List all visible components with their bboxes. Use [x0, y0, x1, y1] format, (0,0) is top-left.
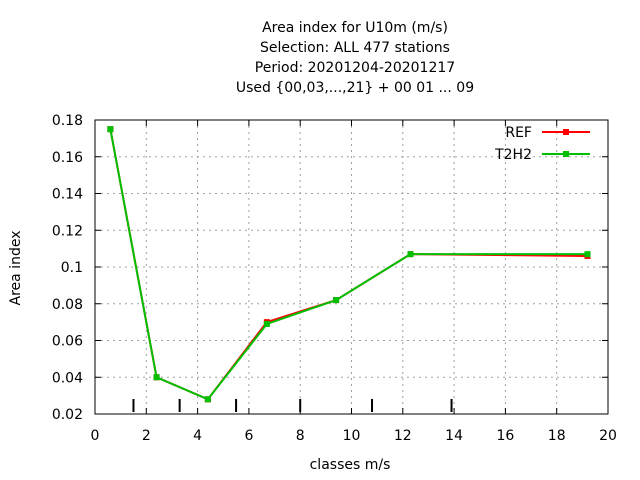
x-tick-label: 14: [445, 428, 463, 444]
plot-area-border: [94, 119, 609, 415]
series-t2h2: [107, 126, 591, 403]
data-point: [584, 251, 591, 258]
y-axis-label: Area index: [8, 230, 24, 306]
legend-entry-t2h2: T2H2: [494, 147, 590, 163]
y-tick-label: 0.1: [61, 260, 83, 276]
data-point: [204, 396, 211, 403]
x-tick-label: 6: [244, 428, 253, 444]
x-tick-label: 18: [548, 428, 566, 444]
x-tick-label: 16: [496, 428, 514, 444]
y-tick-label: 0.16: [52, 150, 83, 166]
series-line: [109, 129, 588, 401]
data-point: [263, 320, 270, 327]
y-tick-label: 0.18: [52, 113, 83, 129]
data-point: [107, 126, 114, 133]
chart-title-line-4: Used {00,03,...,21} + 00 01 ... 09: [235, 80, 475, 96]
data-point: [407, 251, 414, 258]
y-tick-label: 0.02: [52, 407, 83, 423]
y-tick-label: 0.14: [52, 187, 83, 203]
x-tick-label: 10: [343, 428, 361, 444]
legend-label: T2H2: [494, 147, 532, 163]
y-tick-label: 0.06: [52, 334, 83, 350]
y-tick-label: 0.04: [52, 370, 83, 386]
y-tick-label: 0.08: [52, 297, 83, 313]
chart-title-line-3: Period: 20201204-20201217: [254, 60, 456, 76]
legend-marker: [563, 151, 569, 157]
chart-title-line-1: Area index for U10m (m/s): [262, 20, 448, 36]
series-ref: [107, 126, 591, 403]
chart-title-line-2: Selection: ALL 477 stations: [260, 40, 450, 56]
x-tick-label: 2: [142, 428, 151, 444]
x-axis-label: classes m/s: [309, 457, 391, 473]
x-tick-label: 8: [296, 428, 305, 444]
legend-marker: [563, 129, 569, 135]
data-point: [333, 297, 340, 304]
x-tick-label: 0: [91, 428, 100, 444]
x-tick-label: 4: [193, 428, 202, 444]
legend-label: REF: [505, 125, 532, 141]
legend-entry-ref: REF: [505, 125, 590, 141]
y-tick-label: 0.12: [52, 223, 83, 239]
series-line: [109, 129, 588, 401]
x-tick-label: 12: [394, 428, 412, 444]
x-tick-label: 20: [599, 428, 617, 444]
data-point: [153, 374, 160, 381]
